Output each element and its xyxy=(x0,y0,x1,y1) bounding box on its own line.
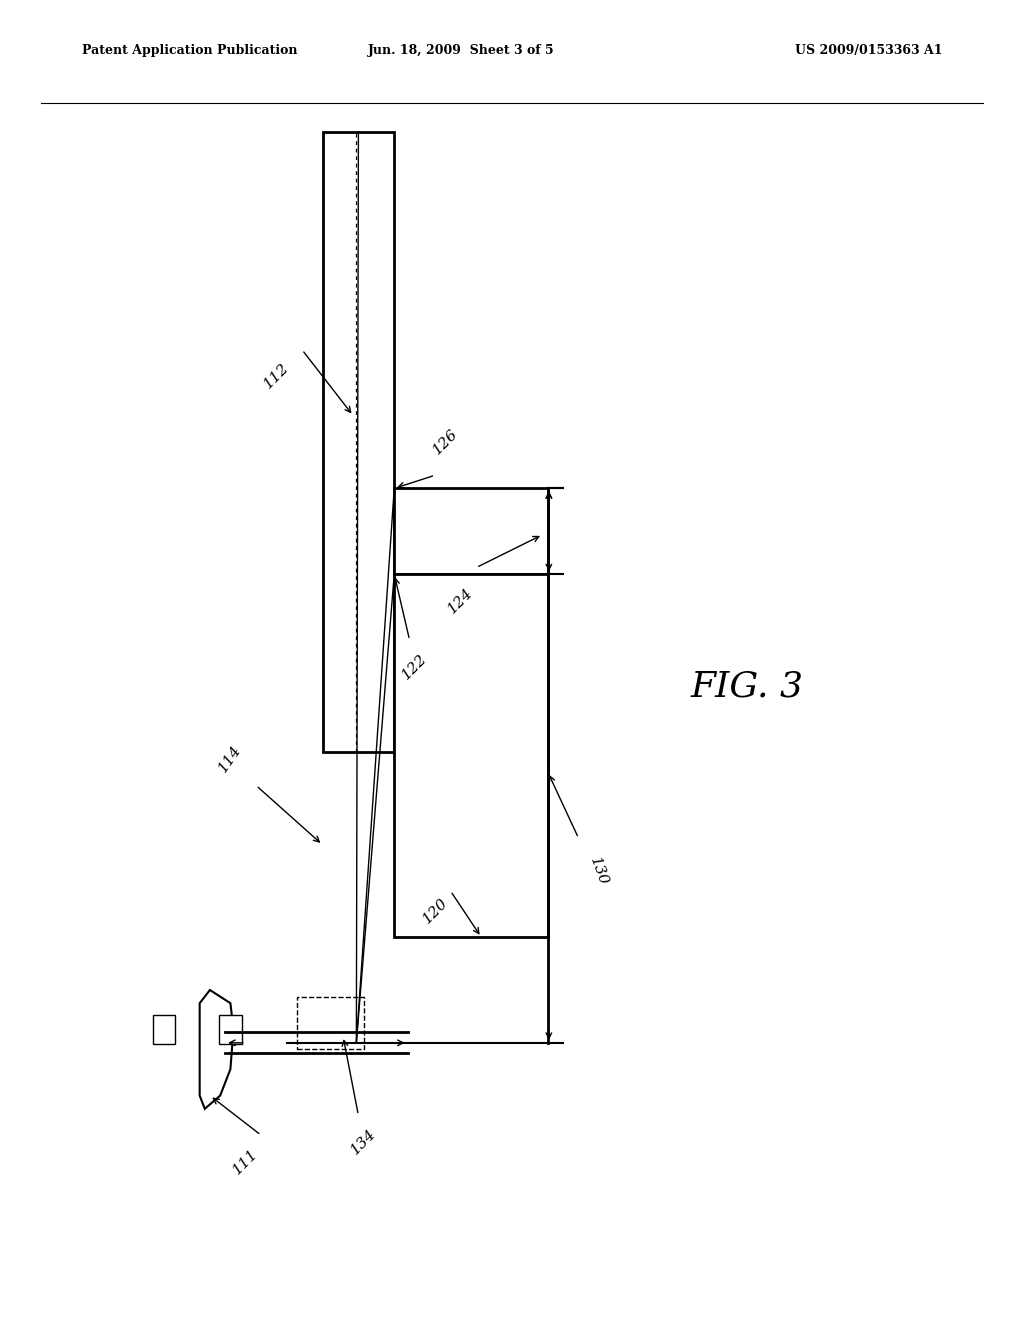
Bar xyxy=(394,574,548,937)
Text: US 2009/0153363 A1: US 2009/0153363 A1 xyxy=(795,44,942,57)
Text: Jun. 18, 2009  Sheet 3 of 5: Jun. 18, 2009 Sheet 3 of 5 xyxy=(368,44,554,57)
Text: 124: 124 xyxy=(445,585,476,616)
Bar xyxy=(297,997,364,1049)
Text: 130: 130 xyxy=(588,855,610,887)
Bar xyxy=(394,488,548,574)
Text: 122: 122 xyxy=(399,651,430,682)
Bar xyxy=(219,1015,242,1044)
Text: 112: 112 xyxy=(261,360,292,392)
Text: 120: 120 xyxy=(420,895,451,927)
Bar xyxy=(323,132,394,752)
Text: FIG. 3: FIG. 3 xyxy=(691,669,804,704)
Polygon shape xyxy=(200,990,233,1109)
Text: Patent Application Publication: Patent Application Publication xyxy=(82,44,297,57)
Text: 134: 134 xyxy=(348,1126,379,1158)
Bar xyxy=(153,1015,175,1044)
Text: 111: 111 xyxy=(230,1146,261,1177)
Text: 114: 114 xyxy=(216,743,245,775)
Text: 126: 126 xyxy=(430,426,461,458)
